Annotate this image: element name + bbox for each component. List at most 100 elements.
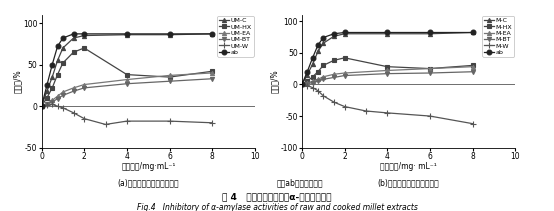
UM-BT	[124, 83, 130, 85]
UM-C	[209, 33, 216, 35]
UM-HX	[124, 73, 130, 76]
UM-EA	[60, 91, 66, 93]
M-BT	[304, 83, 311, 85]
ab	[60, 37, 66, 39]
Line: M-HX: M-HX	[300, 56, 475, 87]
UM-EA	[166, 74, 173, 77]
ab	[44, 84, 50, 87]
Line: UM-BT: UM-BT	[39, 77, 214, 108]
ab	[304, 70, 311, 73]
Line: UM-EA: UM-EA	[39, 71, 214, 108]
UM-HX	[49, 87, 55, 89]
UM-W	[44, 104, 50, 107]
Text: (b)熟小米提取物酶抑制作用: (b)熟小米提取物酶抑制作用	[377, 179, 439, 188]
Text: 注：ab，阿卡波糖。: 注：ab，阿卡波糖。	[277, 179, 324, 188]
UM-C	[44, 90, 50, 92]
Line: M-W: M-W	[299, 82, 475, 126]
UM-C	[81, 34, 88, 37]
UM-BT	[166, 80, 173, 83]
UM-W	[38, 105, 45, 107]
M-BT	[384, 72, 391, 75]
Line: M-BT: M-BT	[300, 70, 475, 87]
Y-axis label: 抑制率/%: 抑制率/%	[13, 69, 22, 93]
M-BT	[427, 72, 433, 74]
UM-W	[54, 105, 61, 107]
Line: UM-W: UM-W	[39, 102, 215, 127]
ab	[209, 33, 216, 35]
UM-C	[38, 105, 45, 107]
M-BT	[299, 83, 305, 86]
UM-W	[209, 122, 216, 124]
M-BT	[315, 80, 321, 83]
M-C	[384, 32, 391, 35]
UM-HX	[81, 47, 88, 49]
UM-BT	[60, 94, 66, 97]
Text: 质量浓度/mg· mL⁻¹: 质量浓度/mg· mL⁻¹	[380, 162, 437, 171]
M-HX	[299, 83, 305, 86]
UM-BT	[209, 77, 216, 80]
UM-HX	[44, 97, 50, 99]
Line: UM-HX: UM-HX	[39, 46, 214, 108]
Legend: M-C, M-HX, M-EA, M-BT, M-W, ab: M-C, M-HX, M-EA, M-BT, M-W, ab	[483, 16, 514, 57]
ab	[309, 57, 316, 59]
UM-W	[49, 103, 55, 106]
UM-HX	[209, 70, 216, 73]
M-EA	[309, 80, 316, 83]
M-W	[320, 95, 327, 97]
UM-HX	[166, 76, 173, 78]
UM-HX	[60, 62, 66, 64]
M-HX	[427, 67, 433, 70]
UM-C	[60, 47, 66, 49]
M-HX	[384, 65, 391, 68]
M-BT	[341, 74, 348, 77]
ab	[81, 33, 88, 35]
Line: M-C: M-C	[300, 30, 475, 87]
M-HX	[304, 80, 311, 83]
UM-C	[166, 33, 173, 36]
ab	[38, 105, 45, 107]
UM-BT	[49, 101, 55, 103]
M-EA	[427, 67, 433, 70]
UM-BT	[38, 105, 45, 107]
UM-EA	[44, 102, 50, 105]
Text: 质量浓度/mg·mL⁻¹: 质量浓度/mg·mL⁻¹	[121, 162, 176, 171]
M-HX	[309, 76, 316, 78]
UM-BT	[44, 103, 50, 106]
UM-EA	[38, 105, 45, 107]
M-HX	[320, 64, 327, 67]
UM-C	[124, 33, 130, 36]
M-EA	[384, 69, 391, 72]
Line: ab: ab	[39, 31, 214, 109]
M-HX	[315, 70, 321, 73]
UM-EA	[54, 95, 61, 97]
ab	[70, 33, 77, 35]
Line: ab: ab	[300, 30, 475, 87]
M-EA	[331, 73, 337, 76]
ab	[166, 33, 173, 35]
M-EA	[304, 82, 311, 84]
M-C	[341, 32, 348, 35]
M-W	[363, 110, 370, 112]
M-W	[341, 105, 348, 108]
UM-EA	[81, 83, 88, 86]
M-EA	[299, 83, 305, 86]
M-C	[299, 83, 305, 86]
M-EA	[320, 76, 327, 78]
UM-EA	[49, 99, 55, 102]
UM-EA	[124, 78, 130, 81]
Line: UM-C: UM-C	[39, 32, 214, 108]
M-EA	[341, 72, 348, 74]
ab	[427, 31, 433, 34]
M-EA	[469, 65, 476, 68]
Line: M-EA: M-EA	[300, 65, 475, 87]
M-W	[304, 84, 311, 87]
ab	[341, 31, 348, 34]
M-C	[427, 32, 433, 35]
M-W	[331, 101, 337, 103]
Text: Fig.4   Inhibitory of α-amylase activities of raw and cooked millet extracts: Fig.4 Inhibitory of α-amylase activities…	[137, 203, 417, 211]
M-W	[309, 86, 316, 89]
UM-C	[49, 76, 55, 78]
M-HX	[331, 59, 337, 62]
M-W	[315, 89, 321, 92]
UM-W	[70, 112, 77, 114]
